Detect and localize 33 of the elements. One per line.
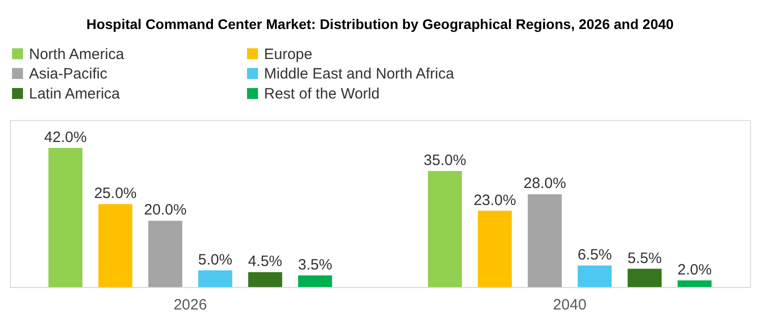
legend-label: North America <box>29 46 125 63</box>
x-tick-label: 2026 <box>174 296 207 314</box>
legend-label: Middle East and North Africa <box>264 66 455 82</box>
bar <box>528 194 562 287</box>
chart-title: Hospital Command Center Market: Distribution by Geographical Regions, 2026 and 2040 <box>86 16 674 32</box>
data-label: 3.5% <box>298 256 332 274</box>
bar <box>628 268 662 287</box>
bar <box>578 265 612 287</box>
data-label: 20.0% <box>144 202 187 219</box>
data-label: 23.0% <box>474 192 516 209</box>
data-label: 42.0% <box>44 128 87 146</box>
bar <box>678 280 712 287</box>
data-label: 25.0% <box>94 185 137 202</box>
data-label: 5.0% <box>198 251 232 268</box>
legend-label: Latin America <box>29 86 121 102</box>
legend-label: Europe <box>264 46 312 63</box>
data-label: 2.0% <box>677 261 712 278</box>
data-label: 6.5% <box>578 246 612 264</box>
data-label: 28.0% <box>524 175 566 192</box>
bar <box>298 275 332 287</box>
data-label: 35.0% <box>424 152 466 170</box>
data-label: 5.5% <box>628 250 662 267</box>
bar <box>198 270 232 287</box>
bar <box>98 204 132 287</box>
x-tick-label: 2040 <box>553 296 586 314</box>
bar <box>148 220 182 287</box>
bar <box>48 148 82 287</box>
bar <box>428 171 462 287</box>
legend-label: Rest of the World <box>264 86 380 102</box>
bar <box>478 210 512 287</box>
data-label: 4.5% <box>248 253 282 270</box>
bar <box>248 272 282 287</box>
legend-label: Asia-Pacific <box>29 66 108 82</box>
